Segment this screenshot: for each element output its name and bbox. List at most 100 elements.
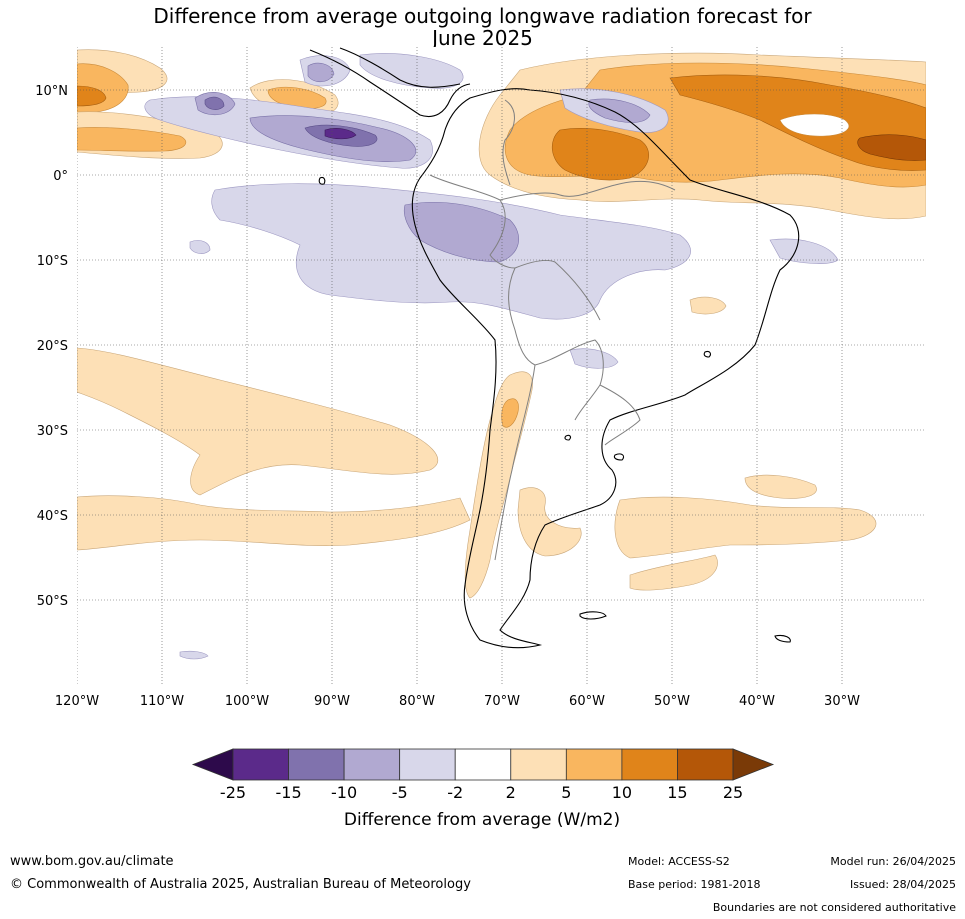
coastlines: [309, 47, 800, 649]
lat-label: 40°S: [37, 509, 68, 524]
colorbar-swatch: [621, 748, 678, 781]
disclaimer-text: Boundaries are not considered authoritat…: [713, 901, 956, 914]
anomaly-field: [77, 347, 439, 496]
colorbar-tick-label: 2: [506, 783, 516, 802]
lon-label: 120°W: [55, 694, 99, 709]
anomaly-field: [267, 86, 327, 109]
colorbar-swatch: [677, 748, 734, 781]
island: [564, 434, 571, 441]
colorbar-swatch: [232, 748, 289, 781]
colorbar-swatch: [399, 748, 456, 781]
colorbar-swatch: [343, 748, 401, 781]
colorbar-arrow-right: [732, 748, 775, 781]
colorbar-tick-label: -5: [392, 783, 408, 802]
anomaly-field: [464, 371, 533, 599]
island: [613, 453, 625, 461]
colorbar-arrow-left: [191, 748, 234, 781]
negative-anomaly-fields: [144, 53, 839, 660]
island: [579, 611, 607, 620]
island: [774, 634, 791, 643]
lon-label: 30°W: [824, 694, 860, 709]
lon-label: 80°W: [399, 694, 435, 709]
title-line-2: June 2025: [432, 26, 533, 50]
country-boundaries: [429, 99, 676, 561]
boundary: [534, 339, 604, 421]
website-link[interactable]: www.bom.gov.au/climate: [10, 854, 174, 869]
anomaly-field: [614, 496, 877, 559]
graticule: [77, 47, 926, 685]
south-america-coastline: [411, 88, 800, 649]
positive-anomaly-fields: [77, 49, 926, 599]
anomaly-field: [179, 650, 209, 660]
lon-label: 40°W: [739, 694, 775, 709]
boundary: [599, 384, 641, 446]
lon-label: 60°W: [569, 694, 605, 709]
model-run-text: Model run: 26/04/2025: [830, 855, 956, 868]
base-period-text: Base period: 1981-2018: [628, 878, 760, 891]
anomaly-field: [552, 128, 649, 181]
anomaly-field: [77, 495, 471, 551]
boundary: [494, 364, 536, 561]
anomaly-field: [359, 53, 464, 89]
model-text: Model: ACCESS-S2: [628, 855, 730, 868]
boundary: [429, 174, 516, 269]
lat-label: 30°S: [37, 424, 68, 439]
anomaly-field: [307, 62, 335, 83]
colorbar-tick-label: 15: [667, 783, 687, 802]
lon-label: 70°W: [484, 694, 520, 709]
lat-label: 0°: [53, 169, 68, 184]
colorbar-tick-label: -25: [220, 783, 246, 802]
lat-label: 10°N: [35, 84, 68, 99]
boundary: [508, 267, 536, 366]
colorbar-ticks: -25 -15 -10 -5 -2 2 5 10 15 25: [220, 783, 743, 802]
boundary: [499, 180, 676, 201]
anomaly-field: [569, 348, 619, 369]
anomaly-field: [324, 128, 357, 140]
latitude-labels: 10°N 0° 10°S 20°S 30°S 40°S 50°S: [35, 84, 68, 609]
central-america-coastline: [309, 49, 471, 118]
anomaly-field: [769, 238, 839, 264]
lon-label: 50°W: [654, 694, 690, 709]
boundary: [502, 99, 515, 186]
lon-label: 100°W: [225, 694, 269, 709]
anomaly-field: [779, 113, 850, 137]
copyright-text: © Commonwealth of Australia 2025, Austra…: [10, 877, 471, 892]
anomaly-field: [857, 134, 926, 161]
anomaly-field: [517, 487, 582, 557]
anomaly-field: [689, 296, 727, 315]
colorbar-swatch: [565, 748, 623, 781]
colorbar-label: Difference from average (W/m2): [344, 810, 620, 830]
anomaly-field: [189, 240, 211, 254]
colorbar-tick-label: -2: [447, 783, 463, 802]
anomaly-field: [588, 98, 651, 123]
boundary: [514, 259, 601, 321]
map-plot-area: [77, 47, 926, 685]
colorbar-tick-label: 10: [612, 783, 632, 802]
lat-label: 50°S: [37, 594, 68, 609]
anomaly-field: [629, 554, 718, 591]
title-line-1: Difference from average outgoing longwav…: [153, 4, 812, 28]
colorbar-tick-label: -10: [331, 783, 357, 802]
colorbar-swatch: [454, 748, 512, 781]
island: [318, 176, 326, 185]
central-america-coastline: [339, 47, 461, 88]
lat-label: 20°S: [37, 339, 68, 354]
chart-title: Difference from average outgoing longwav…: [0, 5, 965, 49]
colorbar-swatch: [288, 748, 345, 781]
island: [703, 350, 711, 358]
anomaly-field: [403, 201, 519, 263]
footer: www.bom.gov.au/climate © Commonwealth of…: [10, 854, 956, 914]
anomaly-field: [77, 127, 187, 152]
anomaly-field: [744, 474, 817, 499]
lon-label: 90°W: [314, 694, 350, 709]
anomaly-field: [204, 96, 225, 110]
anomaly-field: [77, 85, 107, 107]
longitude-labels: 120°W 110°W 100°W 90°W 80°W 70°W 60°W 50…: [55, 694, 860, 709]
issued-text: Issued: 28/04/2025: [850, 878, 956, 891]
colorbar-tick-label: -15: [275, 783, 301, 802]
lon-label: 110°W: [140, 694, 184, 709]
colorbar-tick-label: 5: [561, 783, 571, 802]
colorbar: [191, 748, 775, 781]
colorbar-swatch: [510, 748, 567, 781]
